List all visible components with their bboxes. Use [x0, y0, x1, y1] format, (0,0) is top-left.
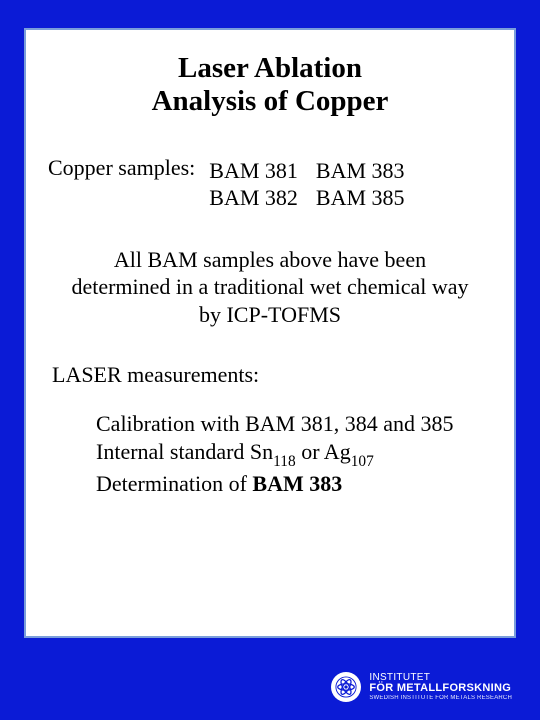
- desc-line-2: determined in a traditional wet chemical…: [71, 274, 468, 299]
- sample-item: BAM 382: [209, 184, 298, 212]
- samples-grid: BAM 381 BAM 383 BAM 382 BAM 385: [209, 155, 404, 212]
- samples-block: Copper samples: BAM 381 BAM 383 BAM 382 …: [44, 155, 496, 212]
- desc-line-3: by ICP-TOFMS: [199, 302, 341, 327]
- bullet-calibration: Calibration with BAM 381, 384 and 385: [96, 410, 496, 438]
- footer-text: INSTITUTET FÖR METALLFORSKNING SWEDISH I…: [369, 673, 512, 701]
- det-bold: BAM 383: [252, 471, 342, 496]
- slide-frame: Laser Ablation Analysis of Copper Copper…: [0, 0, 540, 720]
- title-line-2: Analysis of Copper: [152, 85, 389, 117]
- bullet-determination: Determination of BAM 383: [96, 470, 496, 498]
- description: All BAM samples above have been determin…: [48, 246, 492, 329]
- sample-item: BAM 385: [316, 184, 405, 212]
- sample-item: BAM 381: [209, 157, 298, 185]
- footer-line-3: SWEDISH INSTITUTE FOR METALS RESEARCH: [369, 695, 512, 701]
- is-mid: or Ag: [296, 439, 351, 464]
- samples-label: Copper samples:: [44, 155, 209, 181]
- footer-line-2: FÖR METALLFORSKNING: [369, 683, 512, 695]
- institute-logo-icon: [331, 672, 361, 702]
- sample-item: BAM 383: [316, 157, 405, 185]
- laser-bullets: Calibration with BAM 381, 384 and 385 In…: [44, 410, 496, 498]
- is-pre: Internal standard Sn: [96, 439, 273, 464]
- is-sub-sn: 118: [273, 453, 296, 470]
- det-pre: Determination of: [96, 471, 252, 496]
- laser-heading: LASER measurements:: [44, 362, 496, 388]
- slide-title: Laser Ablation Analysis of Copper: [44, 52, 496, 119]
- is-sub-ag: 107: [351, 453, 374, 470]
- content-panel: Laser Ablation Analysis of Copper Copper…: [24, 28, 516, 638]
- footer: INSTITUTET FÖR METALLFORSKNING SWEDISH I…: [331, 672, 512, 702]
- title-line-1: Laser Ablation: [178, 52, 362, 84]
- desc-line-1: All BAM samples above have been: [114, 247, 426, 272]
- bullet-internal-standard: Internal standard Sn118 or Ag107: [96, 438, 496, 470]
